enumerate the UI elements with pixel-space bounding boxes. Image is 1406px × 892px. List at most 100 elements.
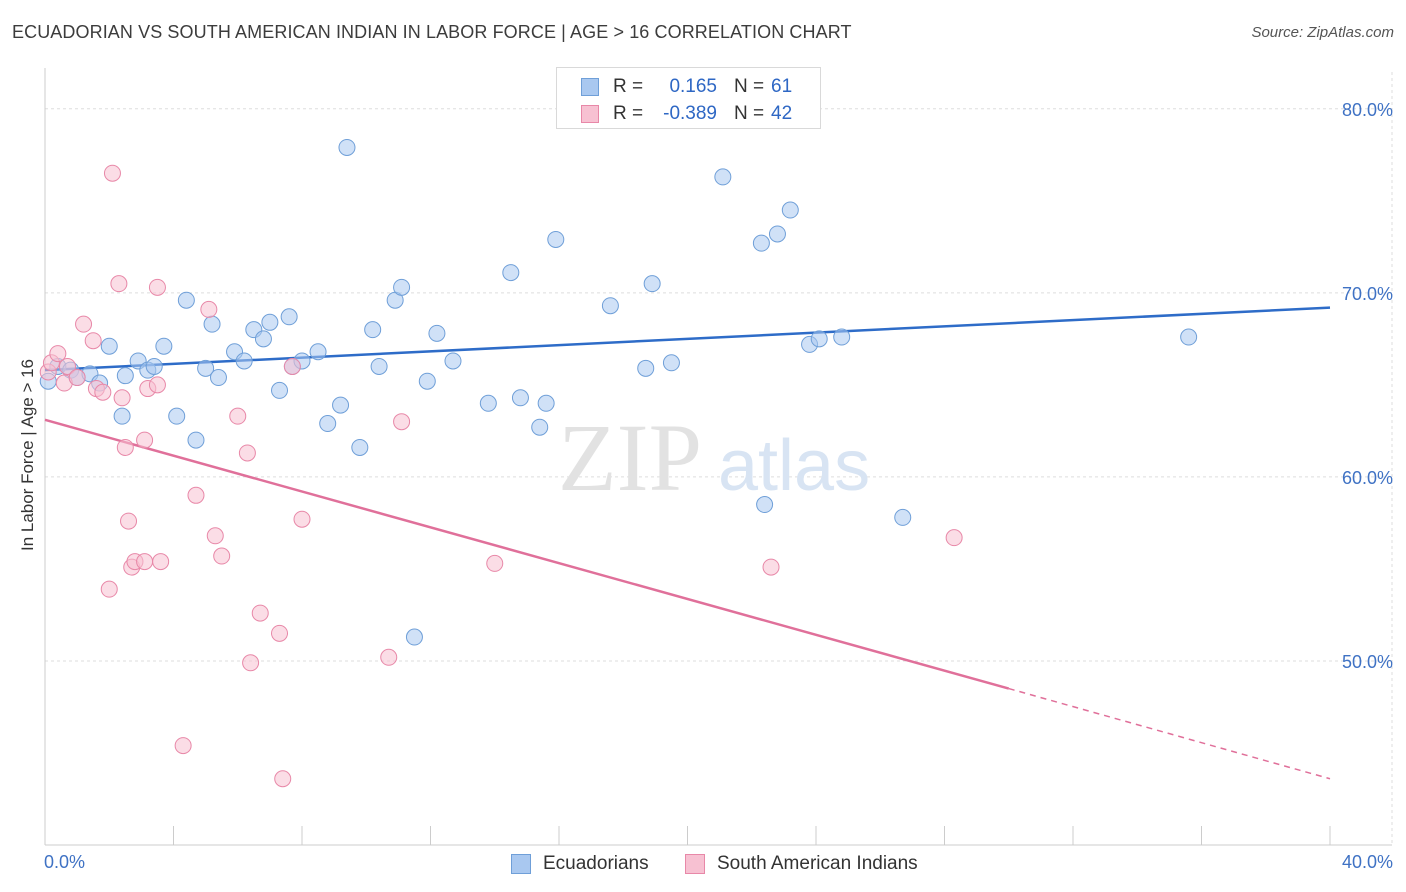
legend-r-label: R = [613,76,644,97]
ecuadorian-point [894,508,912,526]
south-american-indian-point [229,407,247,425]
y-tick-label: 70.0% [1342,284,1393,304]
south-american-indian-point [75,315,93,333]
y-tick-label: 50.0% [1342,652,1393,672]
south-american-indian-point [110,275,128,293]
south-american-indian-point [486,554,504,572]
y-tick-label: 80.0% [1342,100,1393,120]
ecuadorian-point [197,359,215,377]
ecuadorian-point [810,330,828,348]
ecuadorian-point [309,343,327,361]
correlation-legend: R = 0.165 N = 61 R = -0.389 N = 42 [556,67,821,129]
watermark: ZIP atlas [558,404,870,511]
ecuadorian-point [662,354,680,372]
ecuadorian-point [393,278,411,296]
legend-row-ecuadorians: R = 0.165 N = 61 [557,74,820,100]
ecuadorian-point [235,352,253,370]
ecuadorian-point [511,389,529,407]
ecuadorian-point [418,372,436,390]
y-tick-label: 60.0% [1342,468,1393,488]
ecuadorian-point [405,628,423,646]
south-american-indian-point [945,529,963,547]
ecuadorian-point [280,308,298,326]
south-american-indian-point [238,444,256,462]
ecuadorian-point [271,381,289,399]
south-american-indian-point [136,553,154,571]
series-swatch-blue [511,854,531,874]
series-label: Ecuadorians [543,853,649,874]
legend-row-south-american-indians: R = -0.389 N = 42 [557,101,820,127]
legend-n-value: 61 [771,76,793,97]
ecuadorian-point [116,367,134,385]
south-american-indian-point [206,527,224,545]
south-american-indian-point [174,737,192,755]
south-american-indian-trend-extension [1008,687,1331,780]
south-american-indian-point [283,357,301,375]
south-american-indian-point [393,413,411,431]
ecuadorian-point [768,225,786,243]
legend-r-value: -0.389 [663,103,717,124]
south-american-indian-point [271,624,289,642]
south-american-indian-point [136,431,154,449]
ecuadorian-point [100,337,118,355]
ecuadorian-point [145,357,163,375]
ecuadorian-point [756,496,774,514]
ecuadorian-point [370,357,388,375]
ecuadorian-point [714,168,732,186]
south-american-indian-point [293,510,311,528]
ecuadorian-point [643,275,661,293]
south-american-indian-point [49,345,67,363]
south-american-indian-point [68,369,86,387]
legend-n-label: N = [734,103,765,124]
legend-swatch-pink [581,105,599,123]
legend-r-label: R = [613,103,644,124]
ecuadorian-point [479,394,497,412]
ecuadorian-point [261,313,279,331]
ecuadorian-point [351,438,369,456]
axes [44,68,1392,846]
ecuadorian-point [537,394,555,412]
legend-n-value: 42 [771,103,793,124]
ecuadorian-point [547,230,565,248]
x-tick-label: 40.0% [1342,852,1393,872]
ecuadorian-point [168,407,186,425]
watermark-zip: ZIP [558,404,702,511]
south-american-indian-point [94,383,112,401]
ecuadorian-point [637,359,655,377]
south-american-indian-point [148,376,166,394]
ecuadorian-point [364,321,382,339]
ecuadorian-point [444,352,462,370]
ecuadorian-point [187,431,205,449]
ecuadorian-point [209,369,227,387]
south-american-indian-point [84,332,102,350]
grid-lines [45,72,1393,845]
south-american-indian-point [213,547,231,565]
south-american-indian-point [242,654,260,672]
ecuadorian-point [601,297,619,315]
south-american-indian-point [200,300,218,318]
series-swatch-pink [685,854,705,874]
south-american-indian-point [251,604,269,622]
south-american-indian-point [116,438,134,456]
data-points [39,138,1198,788]
tick-labels: 50.0% 60.0% 70.0% 80.0% 0.0% 40.0% [44,100,1393,872]
ecuadorian-point [177,291,195,309]
source-credit: Source: ZipAtlas.com [1251,24,1394,41]
legend-n-label: N = [734,76,765,97]
series-label: South American Indians [717,853,918,874]
ecuadorian-point [254,330,272,348]
ecuadorian-trend-line [44,306,1331,372]
watermark-atlas: atlas [718,426,870,506]
south-american-indian-point [100,580,118,598]
ecuadorian-point [502,264,520,282]
south-american-indian-point [762,558,780,576]
south-american-indian-point [113,389,131,407]
ecuadorian-point [332,396,350,414]
chart-title: ECUADORIAN VS SOUTH AMERICAN INDIAN IN L… [12,22,852,42]
ecuadorian-point [1180,328,1198,346]
south-american-indian-point [274,770,292,788]
south-american-indian-point [152,553,170,571]
legend-swatch-blue [581,78,599,96]
legend-r-value: 0.165 [669,76,717,97]
